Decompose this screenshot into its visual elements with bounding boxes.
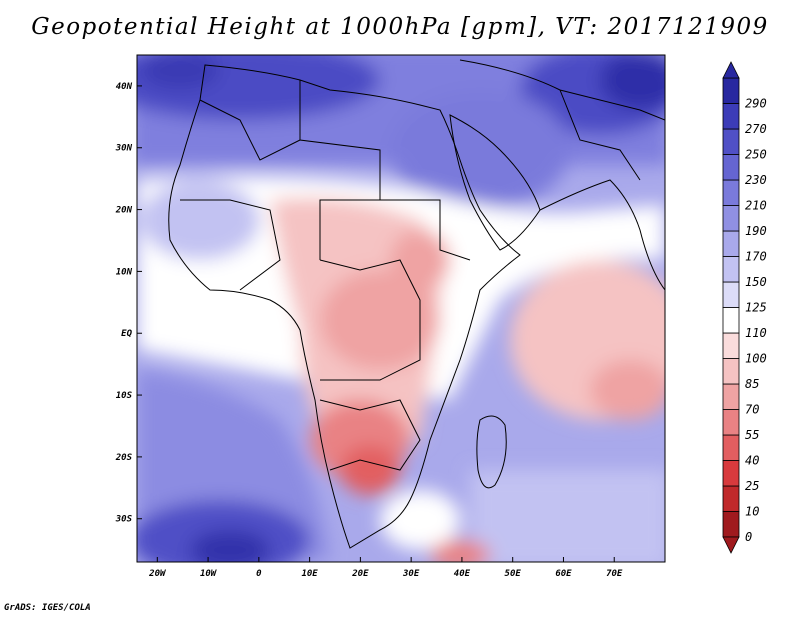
colorbar-label: 230 xyxy=(745,173,767,187)
colorbar-label: 25 xyxy=(745,479,759,493)
colorbar-top-arrow xyxy=(722,61,740,79)
colorbar-swatch xyxy=(722,383,740,410)
lon-tick-label: 40E xyxy=(454,569,471,579)
colorbar-label: 85 xyxy=(745,377,759,391)
colorbar-label: 0 xyxy=(745,530,752,544)
colorbar-label: 110 xyxy=(745,326,767,340)
lon-tick-label: 60E xyxy=(555,569,572,579)
map-title: Geopotential Height at 1000hPa [gpm], VT… xyxy=(31,14,769,40)
colorbar-label: 150 xyxy=(745,275,767,289)
colorbar-label: 10 xyxy=(745,505,759,519)
colorbar-label: 190 xyxy=(745,224,767,238)
colorbar-swatch xyxy=(722,103,740,130)
lat-tick-label: 20S xyxy=(115,453,133,463)
grads-credit: GrADS: IGES/COLA xyxy=(4,603,91,613)
colorbar-swatch xyxy=(722,307,740,334)
colorbar-label: 210 xyxy=(745,199,767,213)
colorbar-swatch xyxy=(722,230,740,257)
lon-tick-label: 10E xyxy=(301,569,318,579)
lat-tick-label: 40N xyxy=(116,82,133,92)
colorbar-swatch xyxy=(722,256,740,283)
colorbar-swatch xyxy=(722,205,740,232)
lon-tick-label: 10W xyxy=(200,569,218,579)
plot-frame xyxy=(136,54,666,563)
colorbar-label: 125 xyxy=(745,301,767,315)
colorbar-swatch xyxy=(722,358,740,385)
colorbar-label: 270 xyxy=(745,122,767,136)
colorbar-swatch xyxy=(722,511,740,538)
colorbar-swatch xyxy=(722,409,740,436)
colorbar-label: 250 xyxy=(745,148,767,162)
height-field xyxy=(137,55,665,562)
colorbar-label: 290 xyxy=(745,97,767,111)
lat-tick-label: 30S xyxy=(115,515,133,525)
colorbar-swatch xyxy=(722,179,740,206)
colorbar-label: 55 xyxy=(745,428,759,442)
lat-tick-label: 10S xyxy=(116,391,133,401)
colorbar-swatch xyxy=(722,460,740,487)
colorbar: 0 10 25 40 55 70 85 100 110 125 150 170 190 210 230 250… xyxy=(722,61,767,554)
coastlines xyxy=(168,59,665,549)
colorbar-swatch xyxy=(722,154,740,181)
colorbar-swatch xyxy=(722,281,740,308)
colorbar-swatch xyxy=(722,485,740,512)
lon-tick-label: 0 xyxy=(256,569,262,579)
colorbar-label: 40 xyxy=(745,454,759,468)
lon-tick-label: 20E xyxy=(351,569,369,579)
lat-tick-label: 10N xyxy=(116,267,133,277)
colorbar-bottom-arrow xyxy=(722,536,740,554)
lon-tick-label: 20W xyxy=(148,569,167,579)
lon-tick-label: 70E xyxy=(606,569,623,579)
colorbar-label: 70 xyxy=(745,403,759,417)
colorbar-swatch xyxy=(722,128,740,155)
colorbar-label: 170 xyxy=(745,250,767,264)
colorbar-label: 100 xyxy=(745,352,767,366)
lon-tick-label: 50E xyxy=(505,569,522,579)
lon-tick-label: 30E xyxy=(402,569,420,579)
colorbar-swatch xyxy=(722,77,740,104)
colorbar-swatch xyxy=(722,332,740,359)
lat-tick-label: 30N xyxy=(115,144,133,154)
lat-tick-label: EQ xyxy=(121,329,132,339)
lat-tick-label: 20N xyxy=(115,206,133,216)
colorbar-swatch xyxy=(722,434,740,461)
axes: 20W 10W 0 10E 20E 30E 40E 50E 60E 70E 40N 30N 20N 10N… xyxy=(115,82,623,579)
